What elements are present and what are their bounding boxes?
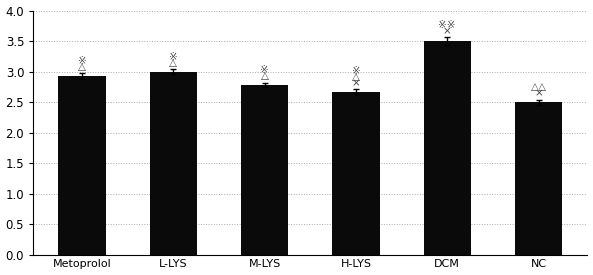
Text: △: △ — [261, 71, 269, 81]
Text: ※: ※ — [169, 52, 178, 62]
Text: ※: ※ — [260, 65, 269, 75]
Bar — [332, 92, 380, 255]
Text: ※: ※ — [78, 56, 87, 66]
Text: ※: ※ — [352, 66, 361, 76]
Text: ×: × — [352, 78, 361, 88]
Bar — [58, 76, 106, 255]
Text: ×: × — [443, 26, 452, 36]
Text: ×: × — [534, 88, 543, 98]
Bar — [241, 85, 288, 255]
Text: △: △ — [78, 62, 86, 72]
Bar — [515, 102, 562, 255]
Text: △: △ — [170, 58, 177, 68]
Text: △△: △△ — [531, 82, 547, 92]
Text: △: △ — [352, 72, 360, 82]
Text: ※※: ※※ — [438, 20, 456, 30]
Bar — [149, 72, 197, 255]
Bar — [423, 41, 471, 255]
